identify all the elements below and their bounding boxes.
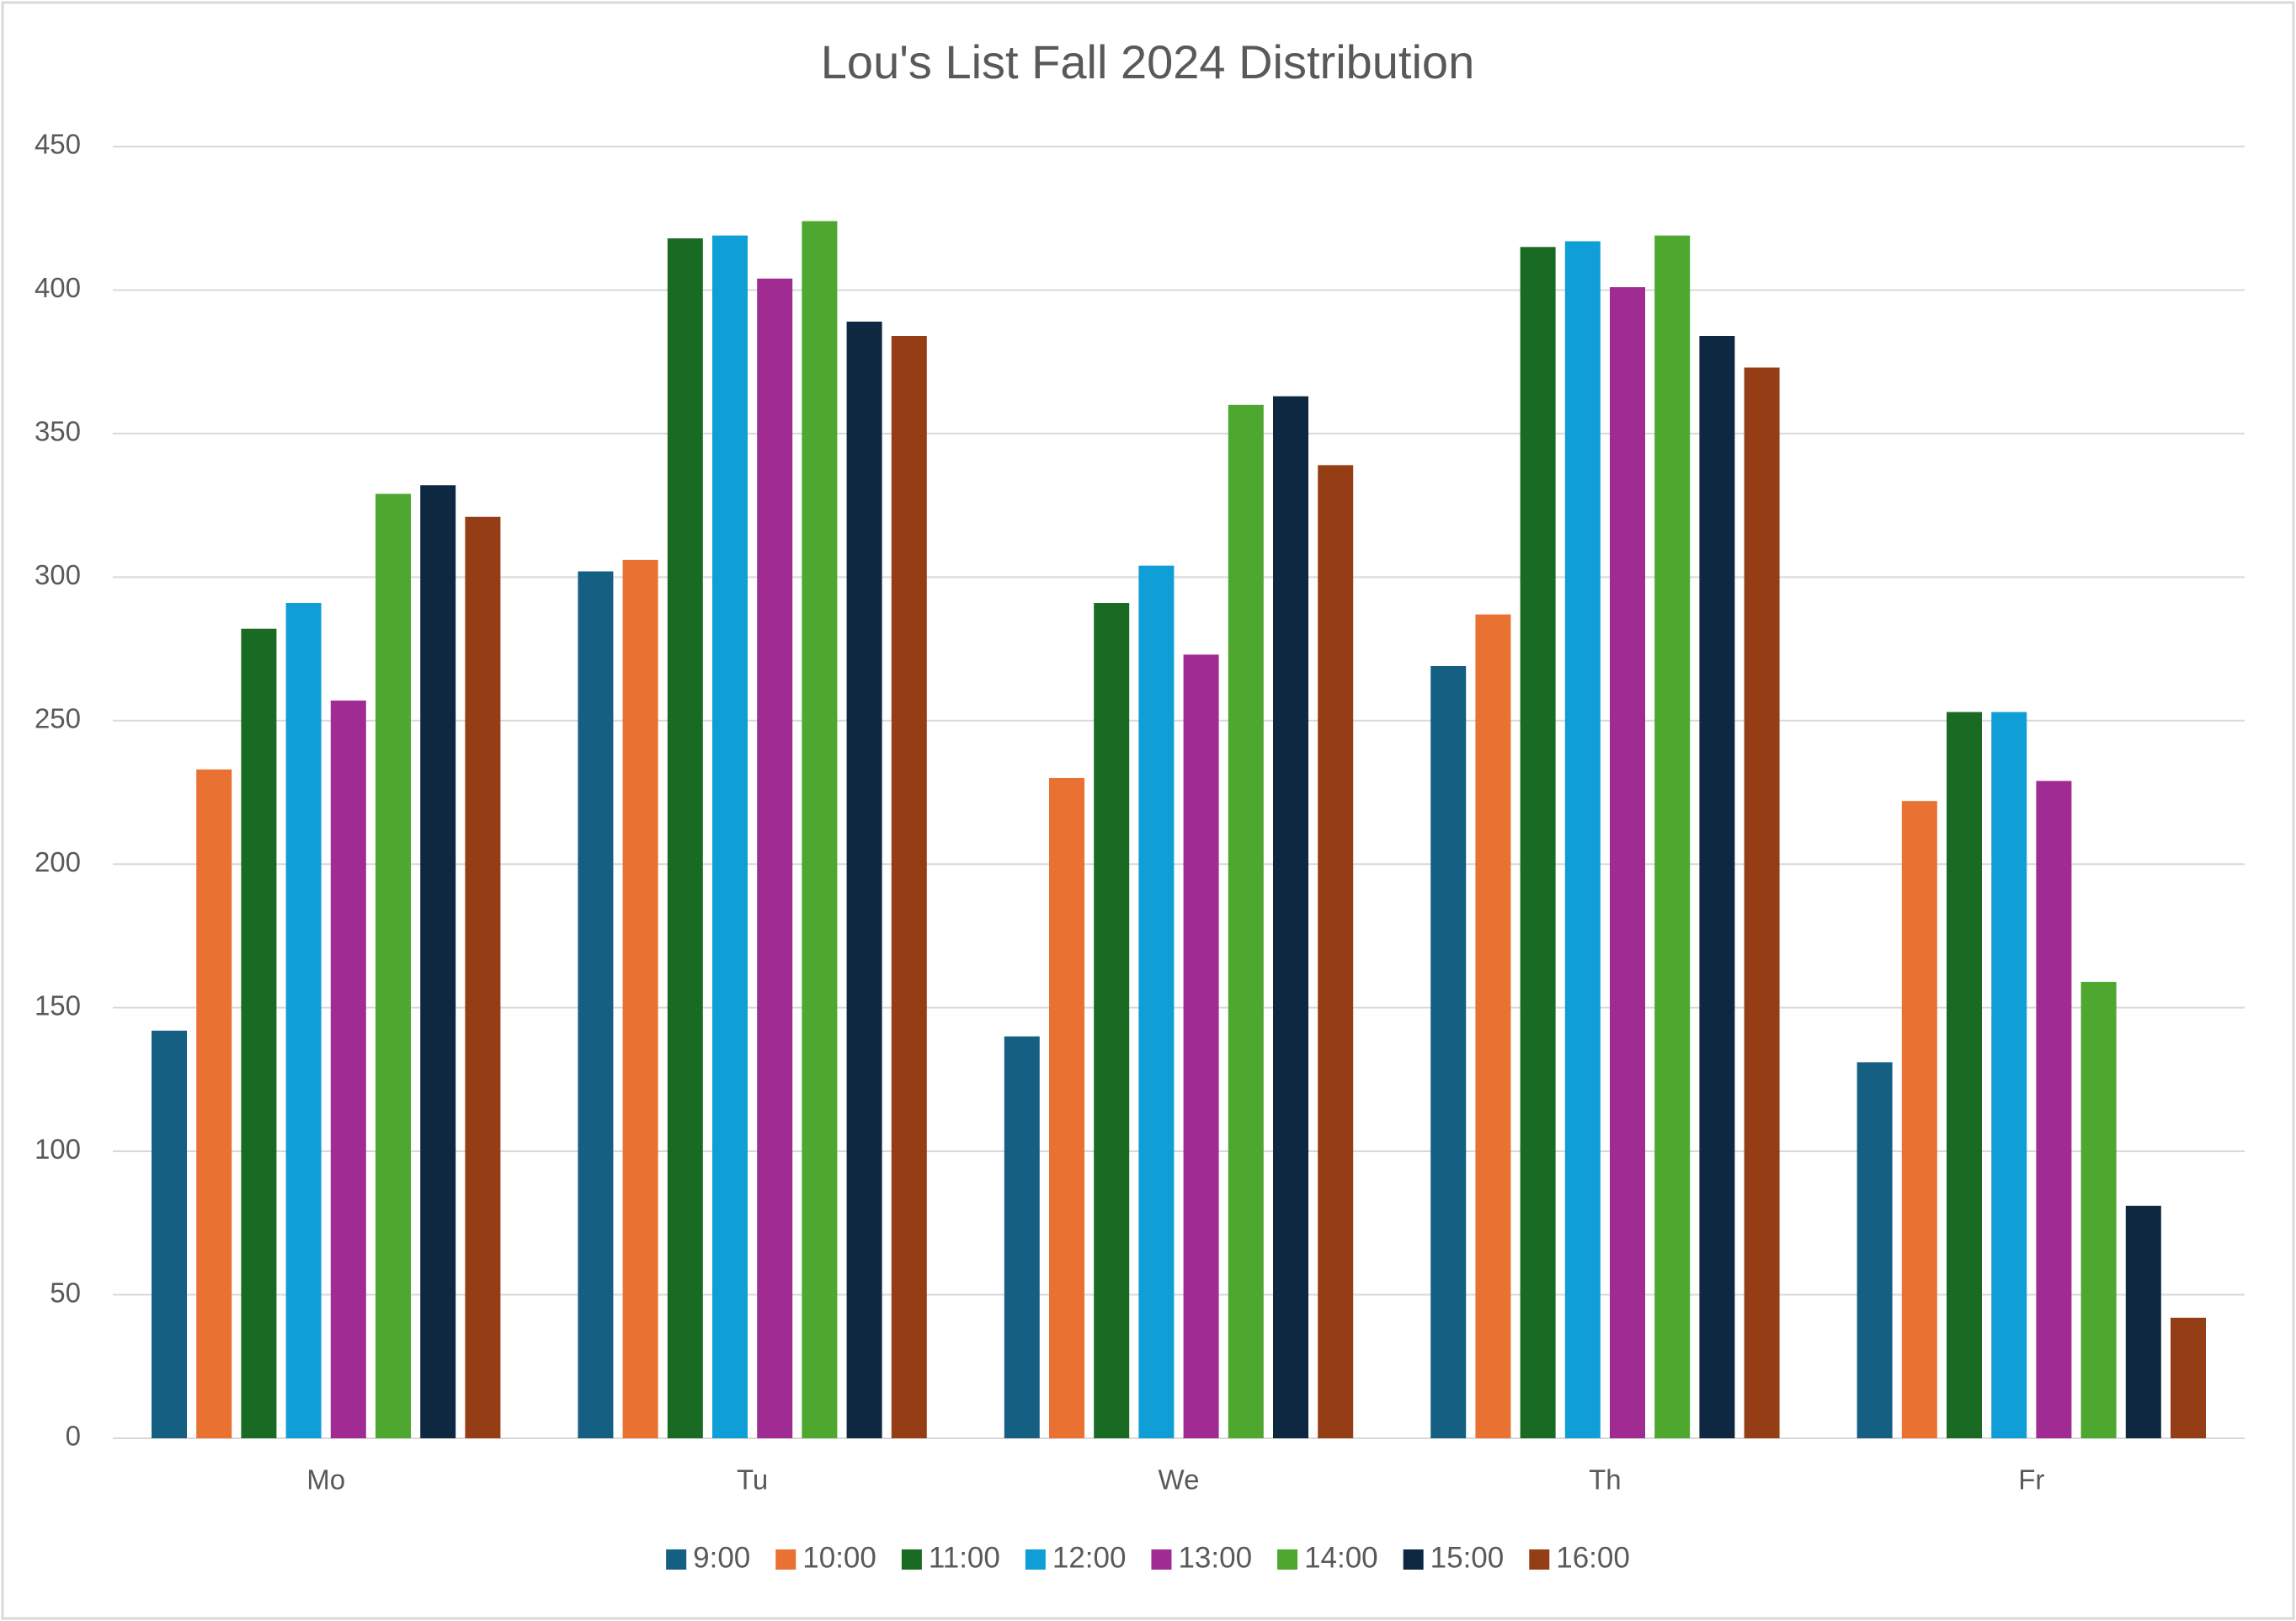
y-tick-label: 350 xyxy=(35,416,81,447)
legend-swatch xyxy=(1529,1549,1550,1570)
bar xyxy=(622,559,658,1438)
bar xyxy=(1475,614,1511,1438)
bar xyxy=(330,700,366,1438)
bar xyxy=(1699,335,1735,1438)
bar xyxy=(712,235,748,1439)
legend-swatch xyxy=(775,1549,796,1570)
bar xyxy=(1183,654,1219,1438)
x-tick-label: We xyxy=(1159,1464,1200,1496)
chart-title: Lou's List Fall 2024 Distribution xyxy=(821,35,1474,88)
bar xyxy=(846,321,882,1438)
legend-swatch xyxy=(1277,1549,1298,1570)
bar xyxy=(1744,367,1780,1439)
bar xyxy=(1094,603,1130,1438)
bar xyxy=(1273,396,1308,1438)
bar xyxy=(1947,712,1982,1438)
legend-label: 9:00 xyxy=(693,1541,750,1574)
legend-label: 12:00 xyxy=(1052,1541,1127,1574)
bar xyxy=(1049,777,1084,1438)
legend-swatch xyxy=(1151,1549,1172,1570)
bar xyxy=(196,769,232,1438)
bar xyxy=(802,221,838,1438)
legend-label: 15:00 xyxy=(1430,1541,1505,1574)
y-tick-label: 200 xyxy=(35,846,81,877)
bar xyxy=(241,628,277,1438)
bar xyxy=(1430,666,1467,1438)
y-tick-label: 300 xyxy=(35,559,81,590)
y-tick-label: 250 xyxy=(35,702,81,733)
bar xyxy=(1004,1036,1040,1438)
legend-label: 10:00 xyxy=(802,1541,876,1574)
legend-swatch xyxy=(666,1549,687,1570)
bar xyxy=(2036,781,2072,1438)
x-tick-label: Th xyxy=(1589,1464,1622,1496)
bar xyxy=(1564,241,1601,1438)
legend-label: 11:00 xyxy=(929,1541,1000,1574)
bar xyxy=(2125,1205,2161,1438)
x-tick-label: Fr xyxy=(2018,1464,2044,1496)
bar xyxy=(152,1030,187,1438)
bar xyxy=(667,238,703,1438)
bar xyxy=(578,571,614,1438)
bar xyxy=(1991,712,2027,1438)
bar xyxy=(285,603,322,1438)
bar xyxy=(376,493,411,1438)
y-tick-label: 0 xyxy=(66,1421,81,1452)
legend-swatch xyxy=(1403,1549,1424,1570)
y-tick-label: 100 xyxy=(35,1133,81,1165)
bar xyxy=(1610,287,1645,1439)
y-tick-label: 400 xyxy=(35,272,81,303)
y-tick-label: 450 xyxy=(35,129,81,160)
bar xyxy=(1520,247,1556,1439)
bar xyxy=(1857,1062,1893,1438)
bar xyxy=(465,516,501,1439)
x-tick-label: Tu xyxy=(737,1464,768,1496)
y-tick-label: 50 xyxy=(50,1277,81,1308)
bar xyxy=(420,485,456,1438)
bar xyxy=(2080,981,2117,1438)
y-tick-label: 150 xyxy=(35,989,81,1021)
bar xyxy=(1318,465,1354,1438)
legend-label: 14:00 xyxy=(1304,1541,1378,1574)
bar xyxy=(891,335,927,1438)
legend-label: 16:00 xyxy=(1556,1541,1630,1574)
bar xyxy=(1654,235,1691,1439)
legend-swatch xyxy=(901,1549,922,1570)
x-tick-label: Mo xyxy=(306,1464,345,1496)
bar xyxy=(757,278,793,1439)
legend-label: 13:00 xyxy=(1178,1541,1252,1574)
bar xyxy=(1138,565,1175,1438)
bar xyxy=(1901,801,1937,1438)
legend: 9:00 10:00 11:00 12:00 13:00 14:00 15:00 16:00 xyxy=(666,1541,1630,1574)
bar xyxy=(2171,1317,2206,1438)
bar xyxy=(1228,404,1264,1438)
legend-swatch xyxy=(1025,1549,1046,1570)
